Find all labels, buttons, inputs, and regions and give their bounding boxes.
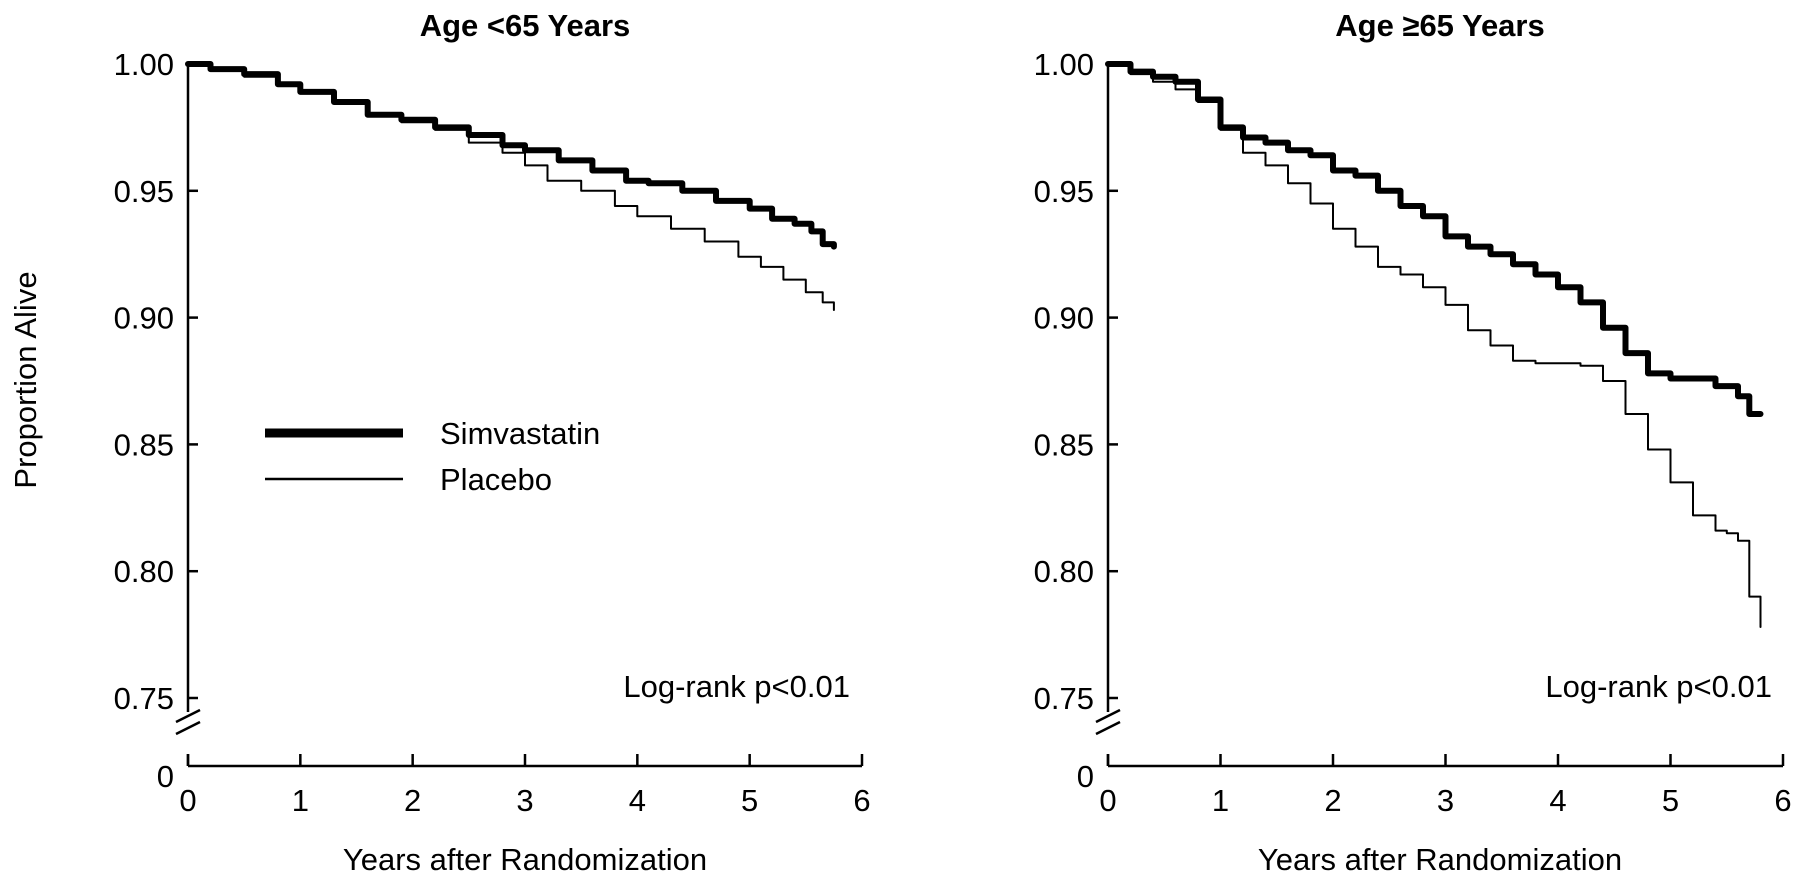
panel-title: Age ≥65 Years bbox=[1335, 8, 1544, 43]
series-line-simvastatin bbox=[1105, 61, 1764, 417]
log-rank-annotation: Log-rank p<0.01 bbox=[1545, 669, 1772, 704]
axis-break-mark bbox=[175, 720, 201, 736]
y-tick-label: 0.85 bbox=[114, 427, 174, 462]
legend-label-simvastatin: Simvastatin bbox=[440, 416, 600, 451]
x-tick-label: 0 bbox=[1099, 783, 1116, 818]
y-tick-label: 0.85 bbox=[1034, 427, 1094, 462]
series-line-placebo bbox=[187, 63, 835, 311]
x-tick-label: 5 bbox=[741, 783, 758, 818]
x-axis-label: Years after Randomization bbox=[1258, 842, 1622, 877]
x-tick-label: 4 bbox=[629, 783, 646, 818]
series-line-simvastatin bbox=[185, 61, 837, 250]
y-tick-label: 1.00 bbox=[114, 47, 174, 82]
y-tick-label: 0.95 bbox=[114, 174, 174, 209]
panel-title: Age <65 Years bbox=[420, 8, 631, 43]
log-rank-annotation: Log-rank p<0.01 bbox=[623, 669, 850, 704]
x-tick-label: 3 bbox=[516, 783, 533, 818]
x-tick-label: 4 bbox=[1549, 783, 1566, 818]
y-tick-label: 0.95 bbox=[1034, 174, 1094, 209]
x-tick-label: 0 bbox=[179, 783, 196, 818]
legend: Simvastatin Placebo bbox=[265, 416, 600, 497]
x-tick-label: 6 bbox=[1774, 783, 1791, 818]
panel-age-under-65: Age <65 Years Proportion Alive Years aft… bbox=[8, 8, 871, 877]
y-axis-label: Proportion Alive bbox=[8, 271, 43, 488]
y-tick-label: 0.75 bbox=[114, 681, 174, 716]
legend-label-placebo: Placebo bbox=[440, 462, 552, 497]
x-tick-label: 1 bbox=[1212, 783, 1229, 818]
y-tick-label: 0.75 bbox=[1034, 681, 1094, 716]
axis-break-mark bbox=[1095, 708, 1121, 724]
series-line-placebo bbox=[1107, 63, 1762, 628]
x-tick-label: 2 bbox=[404, 783, 421, 818]
axis-break-mark bbox=[1095, 720, 1121, 736]
panel-age-65-plus: Age ≥65 Years Years after Randomization … bbox=[1034, 8, 1792, 877]
y-tick-label: 0.80 bbox=[114, 554, 174, 589]
x-tick-label: 6 bbox=[853, 783, 870, 818]
x-tick-label: 5 bbox=[1662, 783, 1679, 818]
y-tick-label-zero: 0 bbox=[1077, 759, 1094, 794]
x-tick-label: 1 bbox=[292, 783, 309, 818]
x-tick-label: 3 bbox=[1437, 783, 1454, 818]
y-tick-label: 0.90 bbox=[1034, 301, 1094, 336]
y-tick-label: 0.80 bbox=[1034, 554, 1094, 589]
y-tick-label: 1.00 bbox=[1034, 47, 1094, 82]
y-tick-label-zero: 0 bbox=[157, 759, 174, 794]
y-tick-label: 0.90 bbox=[114, 301, 174, 336]
axis-break-mark bbox=[175, 708, 201, 724]
x-axis-label: Years after Randomization bbox=[343, 842, 707, 877]
x-tick-label: 2 bbox=[1324, 783, 1341, 818]
